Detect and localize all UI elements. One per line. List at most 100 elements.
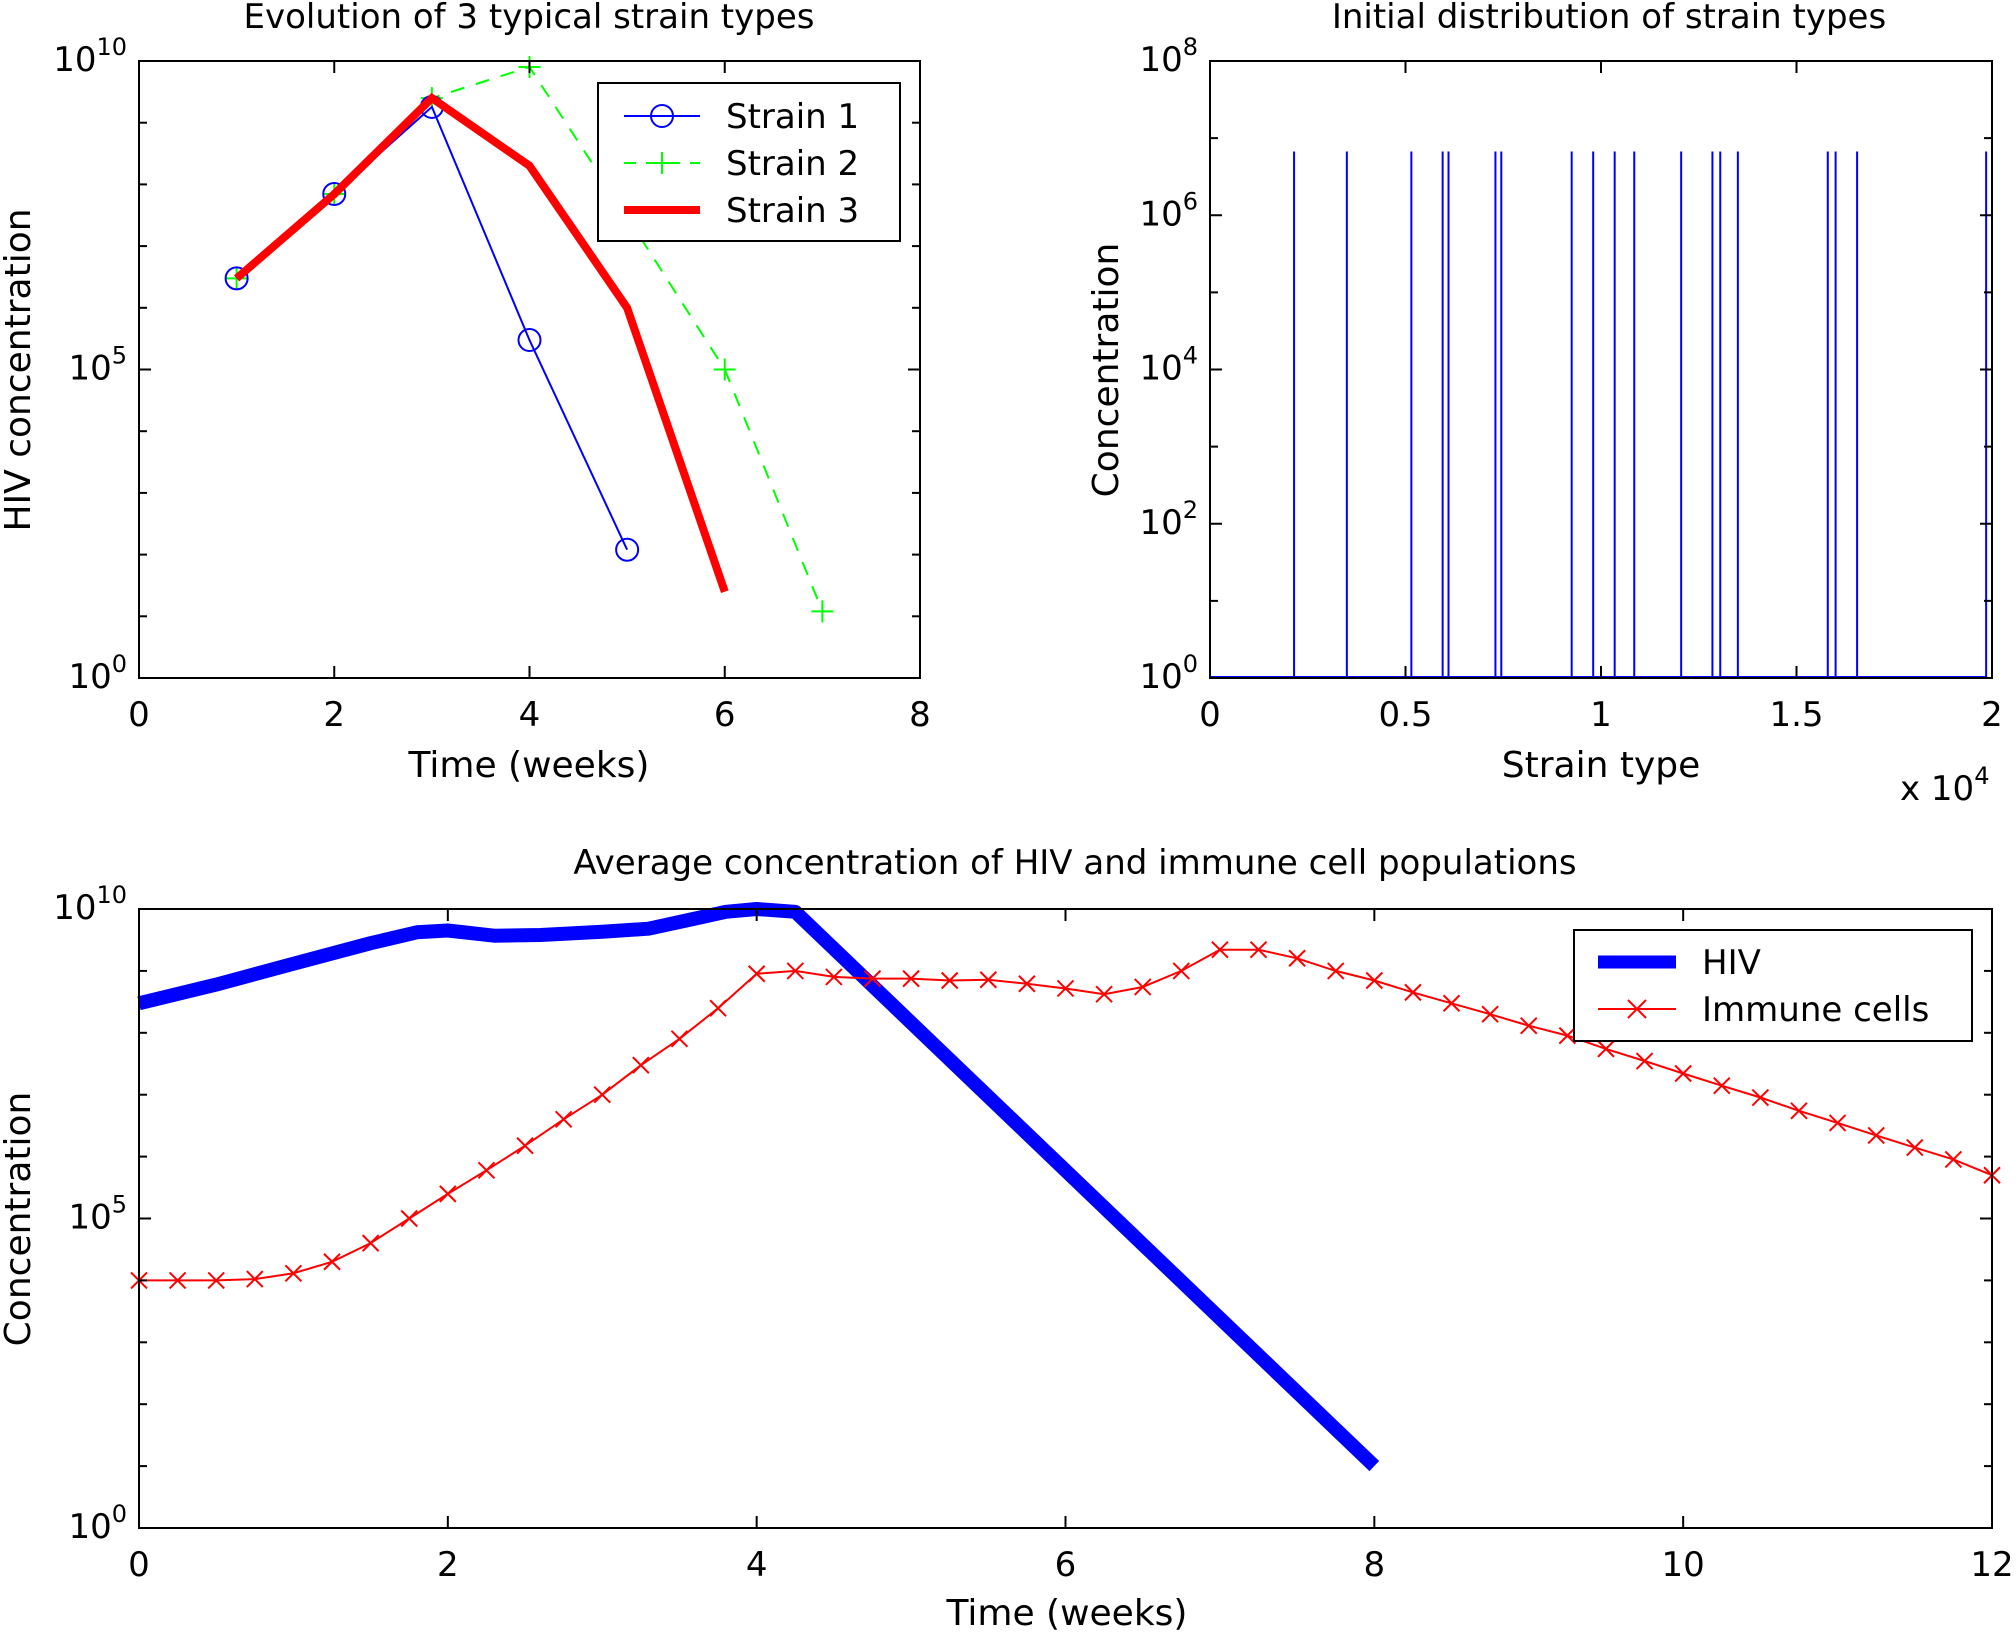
y-tick-label: 100 (1139, 650, 1198, 697)
legend: HIV Immune cells (1573, 929, 1973, 1042)
series-line (233, 92, 729, 594)
chart-title: Evolution of 3 typical strain types (244, 0, 815, 37)
y-tick-base: 10 (1139, 657, 1182, 697)
y-tick-label: 106 (1139, 187, 1198, 234)
data-point (322, 181, 347, 206)
y-tick-base: 10 (1139, 40, 1182, 80)
legend-label: Strain 3 (726, 191, 859, 231)
data-point (1481, 1005, 1499, 1023)
data-point (786, 962, 804, 980)
strain-evolution-chart: Evolution of 3 typical strain types 0 2 4 6… (0, 0, 931, 786)
data-point (709, 999, 727, 1017)
data-point (284, 1264, 303, 1283)
data-point (1288, 949, 1306, 967)
y-tick-base: 10 (53, 40, 96, 80)
x-tick-label: 1.5 (1769, 695, 1823, 735)
data-point (246, 1270, 264, 1288)
x-tick-label: 4 (746, 1545, 768, 1585)
data-point (713, 358, 736, 381)
data-point (1867, 1126, 1885, 1145)
data-point (400, 1209, 418, 1228)
data-point (1095, 985, 1113, 1003)
y-tick-label: 105 (68, 1191, 127, 1238)
y-tick-label: 108 (1139, 33, 1198, 80)
x-tick-label: 2 (323, 695, 345, 735)
data-point (323, 1253, 341, 1271)
x-tick-label: 10 (1662, 1545, 1705, 1585)
legend-item-strain-2: Strain 2 (624, 144, 859, 184)
y-tick-label: 104 (1139, 342, 1198, 389)
legend-label: Immune cells (1702, 990, 1929, 1030)
x-tick-label: 1 (1590, 695, 1612, 735)
x-tick-label: 0 (128, 1545, 150, 1585)
data-point (1558, 1026, 1577, 1045)
legend-marker-plus (651, 152, 673, 174)
data-point (1442, 994, 1461, 1012)
x-tick-label: 2 (1981, 695, 2003, 735)
y-tick-exponent: 2 (1183, 496, 1198, 524)
x-axis-label: Time (weeks) (946, 1593, 1188, 1634)
data-point (825, 968, 843, 986)
data-point (593, 1085, 611, 1104)
legend-item-hiv: HIV (1598, 943, 1761, 983)
data-point (1365, 971, 1384, 990)
x-tick-label: 6 (1055, 1545, 1077, 1585)
data-point (902, 969, 920, 988)
x-tick-label: 4 (519, 695, 541, 735)
data-point (863, 969, 882, 988)
strain-distribution-chart: Initial distribution of strain types 0 0.… (1086, 0, 2003, 809)
y-tick-exponent: 10 (96, 33, 127, 61)
legend-marker-x (1627, 999, 1647, 1019)
legend-label: HIV (1702, 943, 1761, 983)
data-point (1134, 978, 1152, 996)
x-axis-label: Time (weeks) (408, 745, 650, 786)
data-point (477, 1161, 496, 1180)
x-tick-label: 12 (1970, 1545, 2013, 1585)
x-tick-label: 8 (1364, 1545, 1386, 1585)
series-strain-3 (233, 92, 729, 594)
y-tick-base: 10 (1139, 194, 1182, 234)
y-tick-base: 10 (68, 657, 111, 697)
x-tick-label: 2 (437, 1545, 459, 1585)
data-point (1828, 1114, 1847, 1132)
plot-area (1210, 151, 1988, 678)
y-tick-exponent: 5 (112, 342, 127, 370)
series-hiv (137, 902, 1380, 1472)
data-point (1404, 983, 1422, 1002)
data-point (811, 600, 834, 623)
data-point (1944, 1150, 1963, 1169)
data-point (1713, 1076, 1731, 1095)
x-tick-label: 0 (1199, 695, 1221, 735)
series-line (235, 105, 629, 551)
x-axis-multiplier: x 104 (1900, 762, 1989, 809)
data-point (940, 971, 959, 990)
series-strain-1 (224, 94, 640, 562)
data-point (516, 1136, 534, 1155)
data-point (1327, 962, 1345, 980)
data-point (1790, 1102, 1808, 1120)
y-axis-label: Concentration (0, 1092, 39, 1347)
data-point (747, 965, 766, 983)
y-tick-exponent: 5 (112, 1191, 127, 1219)
legend-box (1573, 929, 1973, 1042)
y-tick-exponent: 0 (112, 650, 127, 678)
data-point (615, 537, 640, 562)
chart-title: Initial distribution of strain types (1332, 0, 1886, 37)
data-point (670, 1030, 689, 1048)
data-point (207, 1271, 225, 1290)
y-tick-base: 10 (1139, 349, 1182, 389)
data-point (1674, 1064, 1692, 1083)
data-point (1018, 975, 1036, 993)
x-tick-label: 0.5 (1378, 695, 1432, 735)
legend-label: Strain 1 (726, 97, 859, 137)
legend-item-strain-1: Strain 1 (624, 97, 859, 137)
data-point (1635, 1052, 1654, 1070)
data-point (1172, 962, 1191, 980)
data-point (979, 971, 997, 989)
data-point (1520, 1017, 1538, 1035)
axes-frame (1209, 60, 1993, 679)
y-tick-exponent: 0 (112, 1500, 127, 1528)
